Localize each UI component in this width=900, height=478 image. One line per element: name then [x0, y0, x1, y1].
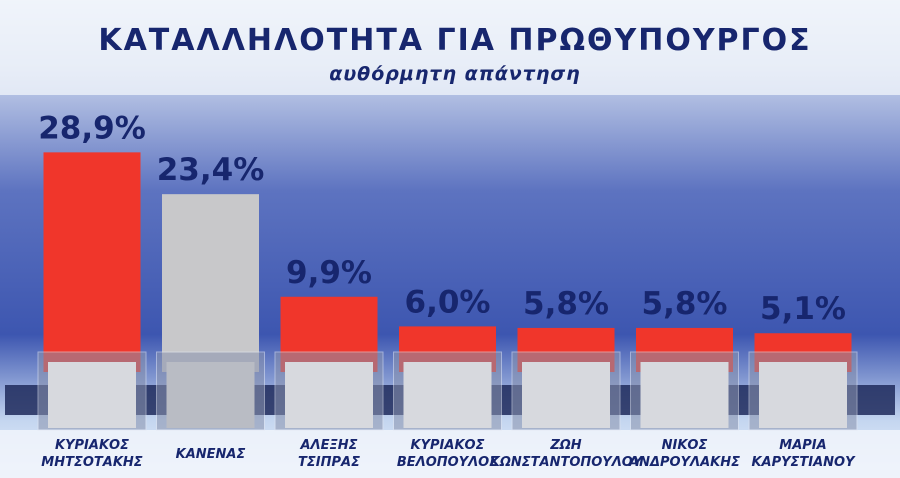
- category-label: ΚΑΝΕΝΑΣ: [175, 446, 246, 462]
- name-band: [0, 430, 900, 478]
- value-label: 5,8%: [642, 286, 728, 322]
- photo: [640, 362, 729, 428]
- chart-title: ΚΑΤΑΛΛΗΛΟΤΗΤΑ ΓΙΑ ΠΡΩΘΥΠΟΥΡΓΟΣ: [98, 23, 811, 58]
- category-label: ΚΥΡΙΑΚΟΣ ΒΕΛΟΠΟΥΛΟΣ: [396, 438, 499, 470]
- category-label: ΖΩΗ ΚΩΝΣΤΑΝΤΟΠΟΥΛΟΥ: [489, 438, 643, 470]
- photo: [522, 362, 610, 428]
- photo: [285, 362, 373, 428]
- value-label: 9,9%: [286, 255, 372, 291]
- category-label: ΝΙΚΟΣ ΑΝΔΡΟΥΛΑΚΗΣ: [629, 438, 740, 470]
- photo: [403, 362, 492, 428]
- photo: [759, 362, 847, 428]
- chart-subtitle: αυθόρμητη απάντηση: [329, 63, 580, 85]
- category-label: ΜΑΡΙΑ ΚΑΡΥΣΤΙΑΝΟΥ: [751, 438, 855, 470]
- value-label: 5,8%: [523, 286, 609, 322]
- photo: [166, 362, 255, 428]
- category-label: ΑΛΕΞΗΣ ΤΣΙΠΡΑΣ: [298, 438, 360, 470]
- bar: [43, 152, 141, 372]
- photo: [48, 362, 136, 428]
- bar: [162, 194, 259, 372]
- value-label: 6,0%: [405, 284, 491, 320]
- value-label: 28,9%: [38, 110, 146, 146]
- header-band: [0, 0, 900, 95]
- value-label: 5,1%: [760, 291, 846, 327]
- value-label: 23,4%: [157, 152, 265, 188]
- category-label: ΚΥΡΙΑΚΟΣ ΜΗΤΣΟΤΑΚΗΣ: [41, 438, 143, 470]
